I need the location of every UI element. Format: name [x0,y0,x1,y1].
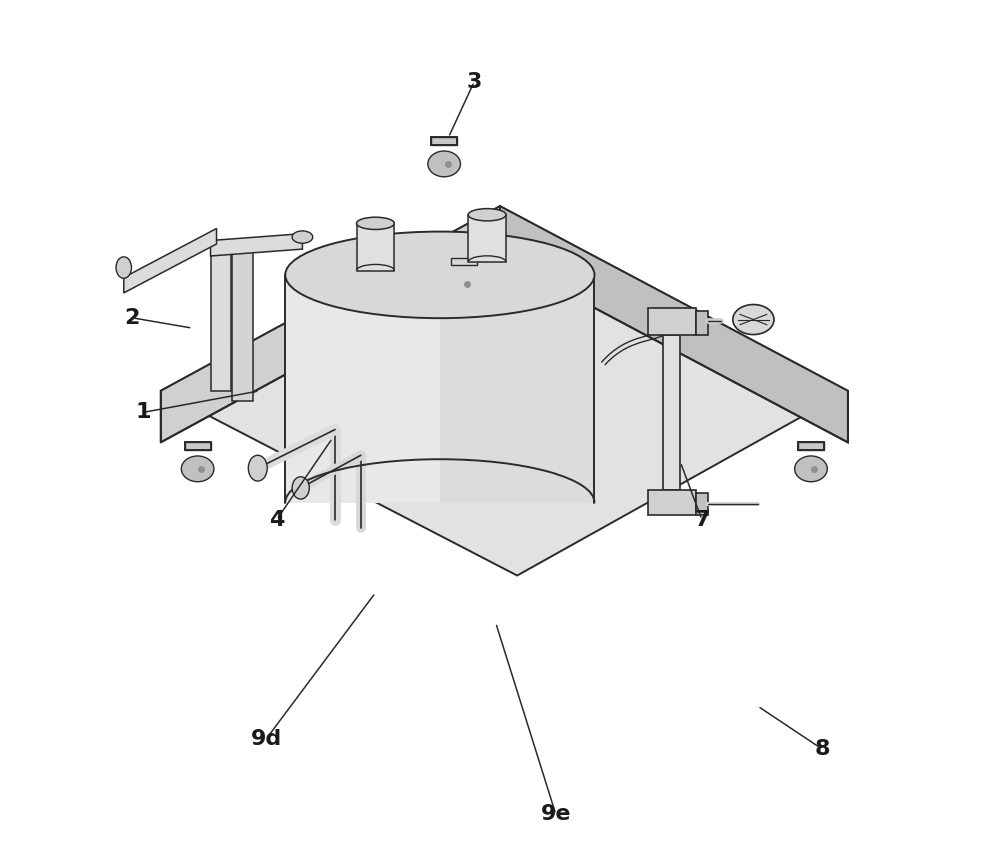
Text: 4: 4 [269,509,284,530]
Ellipse shape [733,305,774,335]
Ellipse shape [428,151,460,177]
Ellipse shape [795,456,827,482]
Text: 9d: 9d [251,728,282,749]
Ellipse shape [285,232,594,318]
Ellipse shape [468,209,506,221]
Polygon shape [161,206,848,576]
Polygon shape [285,275,594,503]
Ellipse shape [181,456,214,482]
Polygon shape [696,311,708,335]
Polygon shape [440,275,594,503]
Polygon shape [696,493,708,515]
Text: 1: 1 [136,402,151,423]
Polygon shape [431,137,457,145]
Ellipse shape [357,217,394,229]
Ellipse shape [448,271,480,297]
Polygon shape [124,228,217,293]
Text: 7: 7 [694,509,710,530]
Polygon shape [468,215,506,262]
Ellipse shape [292,477,309,499]
Text: 8: 8 [814,739,830,759]
Text: 2: 2 [125,308,140,328]
Ellipse shape [116,257,131,278]
Polygon shape [663,335,680,490]
Text: 9e: 9e [541,804,571,825]
Text: 3: 3 [467,71,482,92]
Polygon shape [211,241,231,391]
Ellipse shape [248,455,267,481]
Polygon shape [500,206,848,442]
Polygon shape [648,490,696,515]
Ellipse shape [292,231,313,243]
Polygon shape [648,308,696,335]
Polygon shape [185,442,211,450]
Polygon shape [451,258,477,265]
Polygon shape [161,206,500,442]
Polygon shape [232,247,253,401]
Polygon shape [357,223,394,271]
Polygon shape [798,442,824,450]
Polygon shape [211,234,302,256]
